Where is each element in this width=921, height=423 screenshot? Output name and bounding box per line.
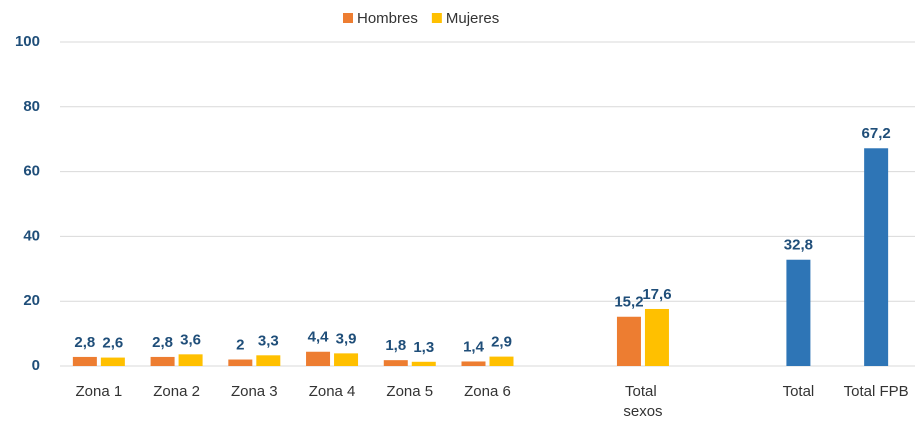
data-label: 2,8	[74, 334, 95, 351]
data-label: 2,8	[152, 334, 173, 351]
bar	[228, 359, 253, 366]
legend-label: Mujeres	[446, 10, 499, 27]
bar	[383, 360, 408, 366]
x-tick-label: Zona 1	[76, 383, 123, 400]
y-tick-label: 20	[23, 292, 40, 309]
y-tick-label: 60	[23, 163, 40, 180]
data-label: 3,9	[336, 330, 357, 347]
data-label: 1,3	[413, 339, 434, 356]
x-tick-label: Zona 3	[231, 383, 278, 400]
bar	[461, 361, 486, 366]
x-tick-label: Zona 6	[464, 383, 511, 400]
bar	[306, 351, 331, 366]
y-tick-label: 100	[15, 33, 40, 50]
data-label: 67,2	[862, 125, 891, 142]
bar	[786, 259, 811, 366]
y-tick-label: 80	[23, 98, 40, 115]
x-tick-label: Total sexos	[623, 383, 662, 420]
y-tick-label: 0	[32, 357, 40, 374]
data-label: 17,6	[642, 286, 671, 303]
bar	[150, 356, 175, 366]
bar	[72, 356, 97, 366]
x-tick-label: Zona 5	[386, 383, 433, 400]
bar	[334, 353, 359, 366]
data-label: 3,3	[258, 332, 279, 349]
x-tick-label: Total	[783, 383, 815, 400]
data-label: 15,2	[614, 294, 643, 311]
x-tick-label: Zona 2	[153, 383, 200, 400]
y-tick-label: 40	[23, 227, 40, 244]
legend-label: Hombres	[357, 10, 418, 27]
bar	[100, 357, 125, 366]
data-label: 3,6	[180, 331, 201, 348]
data-label: 1,4	[463, 338, 485, 355]
data-label: 32,8	[784, 237, 813, 254]
data-label: 2,6	[102, 335, 123, 352]
data-label: 4,4	[308, 329, 330, 346]
x-tick-label: Zona 4	[309, 383, 356, 400]
data-label: 1,8	[385, 337, 406, 354]
bar	[178, 354, 203, 366]
data-label: 2	[236, 336, 244, 353]
x-tick-label: Total FPB	[844, 383, 909, 400]
bar	[256, 355, 281, 366]
data-label: 2,9	[491, 334, 512, 351]
legend-swatch	[343, 13, 353, 23]
bar	[864, 148, 889, 366]
legend-swatch	[431, 13, 442, 23]
bar	[411, 361, 436, 366]
bar	[489, 356, 514, 366]
bar	[644, 308, 669, 366]
bar	[616, 316, 641, 366]
